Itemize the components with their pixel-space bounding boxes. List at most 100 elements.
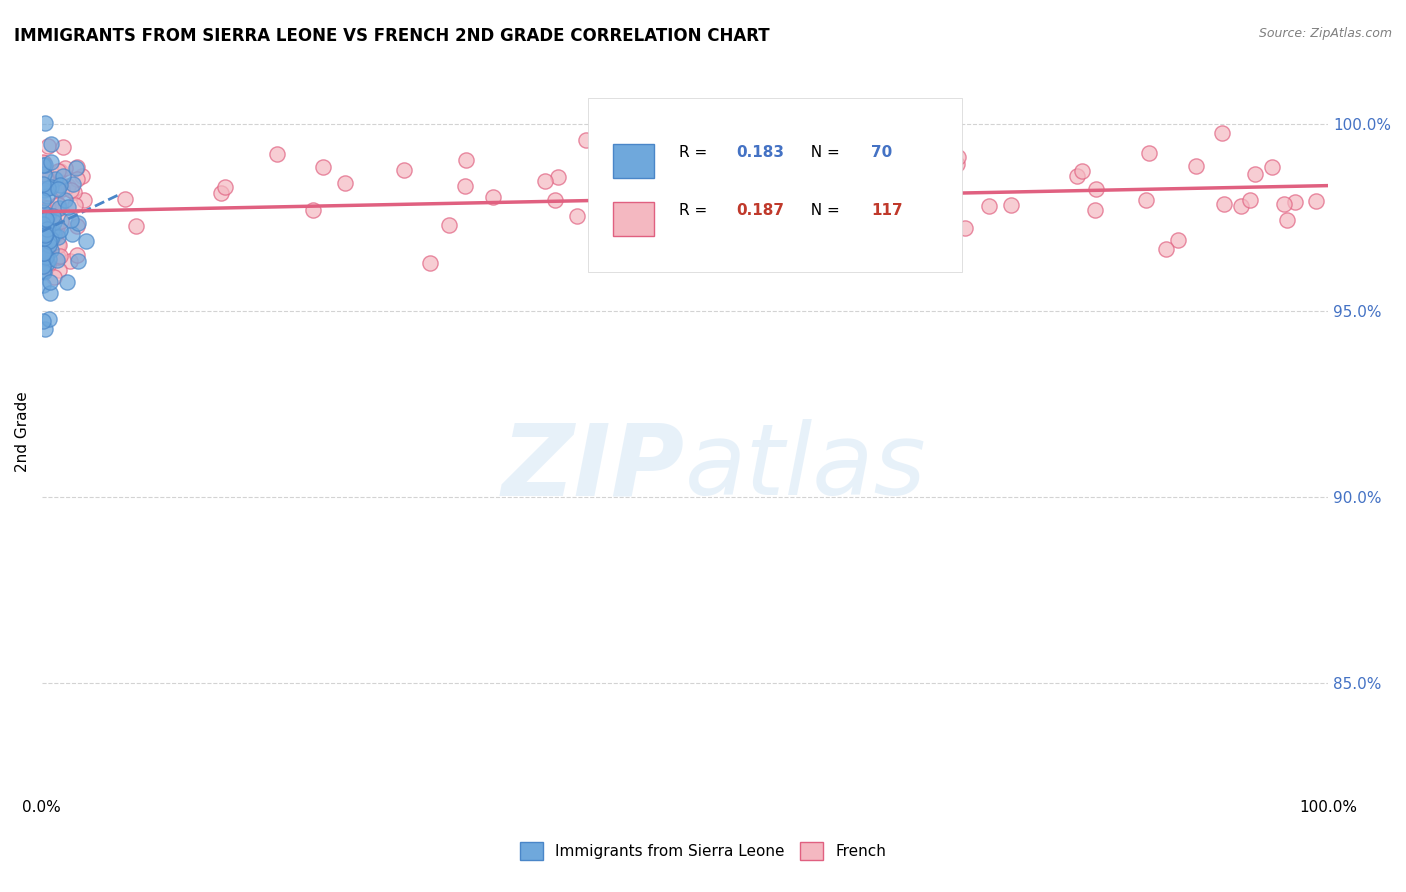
Point <box>37 205 59 219</box>
Point <box>42 269 65 284</box>
Point <box>34 232 56 246</box>
Point <box>32 200 55 214</box>
Point <box>1213 197 1236 211</box>
Point <box>66 219 89 234</box>
Point <box>866 186 889 200</box>
Point <box>1084 202 1107 217</box>
Point <box>125 219 148 233</box>
Point <box>1167 233 1189 247</box>
Point <box>42 223 65 237</box>
Point <box>1135 193 1157 207</box>
Point <box>59 213 82 227</box>
Point <box>34 116 56 130</box>
Point <box>547 170 569 185</box>
Point <box>32 154 55 169</box>
Point <box>32 211 55 226</box>
Point <box>419 256 441 270</box>
Point <box>35 227 58 241</box>
Point <box>66 160 89 174</box>
Point <box>39 180 62 194</box>
Point <box>32 246 55 260</box>
Point <box>59 254 82 268</box>
Point <box>45 226 67 240</box>
Point <box>35 188 58 202</box>
Text: 70: 70 <box>872 145 893 160</box>
Point <box>49 249 72 263</box>
Point <box>34 157 56 171</box>
Point <box>46 236 69 251</box>
Point <box>1185 159 1208 173</box>
Point <box>46 198 69 212</box>
Point <box>45 217 67 231</box>
Point <box>846 196 869 211</box>
Point <box>39 243 62 257</box>
Point <box>945 157 967 171</box>
Point <box>1272 196 1295 211</box>
Point <box>44 228 66 243</box>
Point <box>32 230 55 244</box>
Point <box>41 223 63 237</box>
Point <box>34 235 56 250</box>
Point <box>52 140 75 154</box>
Point <box>46 252 69 267</box>
Point <box>37 208 59 222</box>
Point <box>75 235 97 249</box>
Point <box>454 179 477 194</box>
Point <box>1154 243 1177 257</box>
Point <box>1244 167 1267 181</box>
Point <box>38 312 60 326</box>
Point <box>32 213 55 227</box>
Point <box>32 183 55 197</box>
Point <box>38 206 60 220</box>
Point <box>32 265 55 279</box>
Point <box>575 133 598 147</box>
Point <box>66 216 89 230</box>
Point <box>37 181 59 195</box>
Point <box>65 198 87 212</box>
Point <box>697 186 720 201</box>
Point <box>51 182 73 196</box>
Point <box>32 277 55 292</box>
Point <box>454 153 477 167</box>
Point <box>38 170 60 185</box>
Point <box>37 139 59 153</box>
Point <box>46 250 69 264</box>
Point <box>977 199 1000 213</box>
Point <box>51 169 73 183</box>
Point <box>728 160 751 174</box>
Point <box>49 214 72 228</box>
Point <box>37 220 59 235</box>
Point <box>32 249 55 263</box>
Y-axis label: 2nd Grade: 2nd Grade <box>15 392 30 472</box>
Point <box>1137 145 1160 160</box>
Point <box>792 197 814 211</box>
Point <box>46 203 69 218</box>
Point <box>32 211 55 225</box>
Point <box>37 209 59 223</box>
Point <box>35 224 58 238</box>
Point <box>44 172 66 186</box>
Text: IMMIGRANTS FROM SIERRA LEONE VS FRENCH 2ND GRADE CORRELATION CHART: IMMIGRANTS FROM SIERRA LEONE VS FRENCH 2… <box>14 27 769 45</box>
FancyBboxPatch shape <box>613 144 654 178</box>
Point <box>32 205 55 219</box>
Point <box>32 251 55 265</box>
Point <box>46 180 69 194</box>
Point <box>544 193 567 207</box>
Point <box>35 208 58 222</box>
Text: R =: R = <box>679 202 711 218</box>
Point <box>37 201 59 215</box>
Point <box>49 163 72 178</box>
Point <box>565 209 588 223</box>
Point <box>32 264 55 278</box>
Point <box>775 162 797 177</box>
Point <box>66 247 89 261</box>
Point <box>35 212 58 227</box>
Point <box>66 253 89 268</box>
Point <box>65 161 87 175</box>
Point <box>35 260 58 274</box>
Point <box>482 190 505 204</box>
Point <box>42 222 65 236</box>
Point <box>34 220 56 235</box>
Point <box>32 217 55 231</box>
Point <box>898 193 921 207</box>
